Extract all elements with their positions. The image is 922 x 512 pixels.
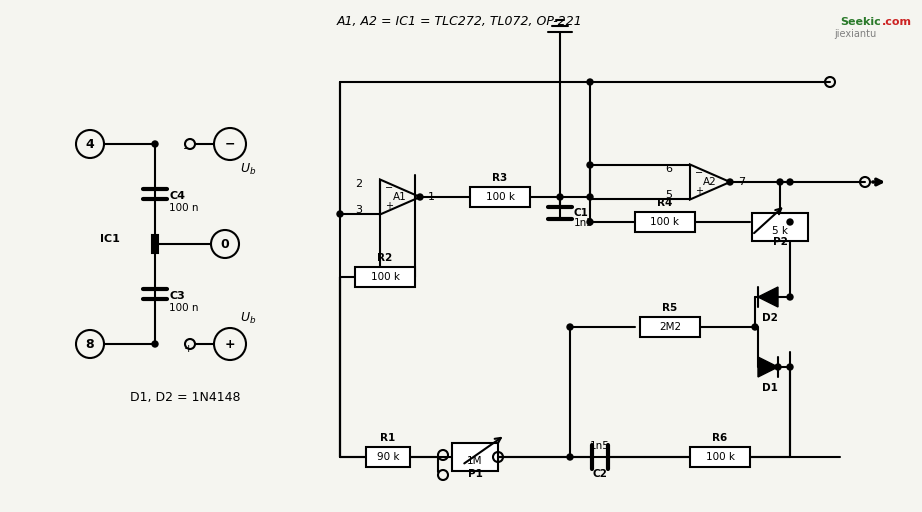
Text: 1: 1 bbox=[428, 192, 435, 202]
Text: A1: A1 bbox=[393, 192, 407, 202]
Text: C4: C4 bbox=[169, 191, 185, 201]
Text: R4: R4 bbox=[657, 198, 673, 208]
Bar bbox=[452, 443, 498, 471]
Text: R3: R3 bbox=[492, 173, 508, 183]
Circle shape bbox=[727, 179, 733, 185]
Text: IC1: IC1 bbox=[100, 234, 120, 244]
Bar bbox=[690, 447, 750, 467]
Circle shape bbox=[152, 341, 158, 347]
Text: 100 n: 100 n bbox=[169, 303, 198, 313]
Circle shape bbox=[787, 364, 793, 370]
Text: −: − bbox=[695, 168, 703, 178]
Text: C2: C2 bbox=[593, 469, 608, 479]
Text: 5: 5 bbox=[665, 190, 672, 200]
Text: 2: 2 bbox=[355, 179, 362, 189]
Text: −: − bbox=[225, 138, 235, 151]
Bar bbox=[635, 212, 695, 232]
Circle shape bbox=[787, 179, 793, 185]
Bar bbox=[470, 187, 530, 207]
Text: A2: A2 bbox=[703, 177, 717, 187]
Text: −: − bbox=[183, 144, 193, 154]
Text: D1, D2 = 1N4148: D1, D2 = 1N4148 bbox=[130, 391, 241, 403]
Bar bbox=[366, 447, 410, 467]
Circle shape bbox=[587, 162, 593, 168]
Text: 4: 4 bbox=[86, 138, 94, 151]
Circle shape bbox=[152, 141, 158, 147]
Text: +: + bbox=[225, 337, 235, 351]
Text: 100 k: 100 k bbox=[371, 272, 399, 282]
Polygon shape bbox=[758, 357, 778, 377]
Circle shape bbox=[567, 454, 573, 460]
Text: 100 k: 100 k bbox=[705, 452, 735, 462]
Text: 100 k: 100 k bbox=[486, 192, 514, 202]
Circle shape bbox=[587, 219, 593, 225]
Text: R1: R1 bbox=[381, 433, 396, 443]
Circle shape bbox=[557, 194, 563, 200]
Text: 2M2: 2M2 bbox=[659, 322, 681, 332]
Text: R2: R2 bbox=[377, 253, 393, 263]
Text: P2: P2 bbox=[773, 237, 787, 247]
Text: D1: D1 bbox=[762, 383, 778, 393]
Circle shape bbox=[587, 194, 593, 200]
Text: −: − bbox=[385, 183, 393, 193]
Circle shape bbox=[152, 241, 158, 247]
Circle shape bbox=[752, 324, 758, 330]
Text: D2: D2 bbox=[762, 313, 778, 323]
Text: C3: C3 bbox=[169, 291, 184, 301]
Text: 0: 0 bbox=[220, 238, 230, 250]
Text: 6: 6 bbox=[665, 164, 672, 174]
Text: $U_b$: $U_b$ bbox=[240, 162, 256, 177]
Text: P1: P1 bbox=[467, 469, 482, 479]
Circle shape bbox=[777, 179, 783, 185]
Circle shape bbox=[787, 294, 793, 300]
Text: .com: .com bbox=[882, 17, 912, 27]
Text: R5: R5 bbox=[662, 303, 678, 313]
Bar bbox=[355, 267, 415, 287]
Text: 8: 8 bbox=[86, 337, 94, 351]
Text: 7: 7 bbox=[738, 177, 745, 187]
Circle shape bbox=[787, 219, 793, 225]
Text: R6: R6 bbox=[713, 433, 727, 443]
Text: +: + bbox=[183, 344, 193, 354]
Text: Seekic: Seekic bbox=[840, 17, 881, 27]
Text: 100 n: 100 n bbox=[169, 203, 198, 213]
Text: 90 k: 90 k bbox=[377, 452, 399, 462]
Text: +: + bbox=[385, 201, 393, 211]
Text: +: + bbox=[695, 186, 703, 196]
Circle shape bbox=[775, 364, 781, 370]
Bar bbox=[752, 213, 808, 241]
Text: 3: 3 bbox=[355, 205, 362, 215]
Text: 1n5: 1n5 bbox=[590, 441, 610, 451]
Text: $U_b$: $U_b$ bbox=[240, 311, 256, 326]
Text: 5 k: 5 k bbox=[772, 226, 788, 236]
Text: 1M: 1M bbox=[467, 456, 483, 466]
Text: 100 k: 100 k bbox=[651, 217, 680, 227]
Circle shape bbox=[417, 194, 423, 200]
Circle shape bbox=[337, 211, 343, 217]
Text: C1: C1 bbox=[574, 208, 589, 218]
Circle shape bbox=[587, 79, 593, 85]
Text: 1n5: 1n5 bbox=[574, 218, 594, 228]
Text: A1, A2 = IC1 = TLC272, TL072, OP-221: A1, A2 = IC1 = TLC272, TL072, OP-221 bbox=[337, 15, 583, 29]
Text: jiexiantu: jiexiantu bbox=[833, 29, 876, 39]
Circle shape bbox=[567, 324, 573, 330]
Bar bbox=[152, 235, 158, 253]
Bar bbox=[640, 317, 700, 337]
Polygon shape bbox=[758, 287, 778, 307]
